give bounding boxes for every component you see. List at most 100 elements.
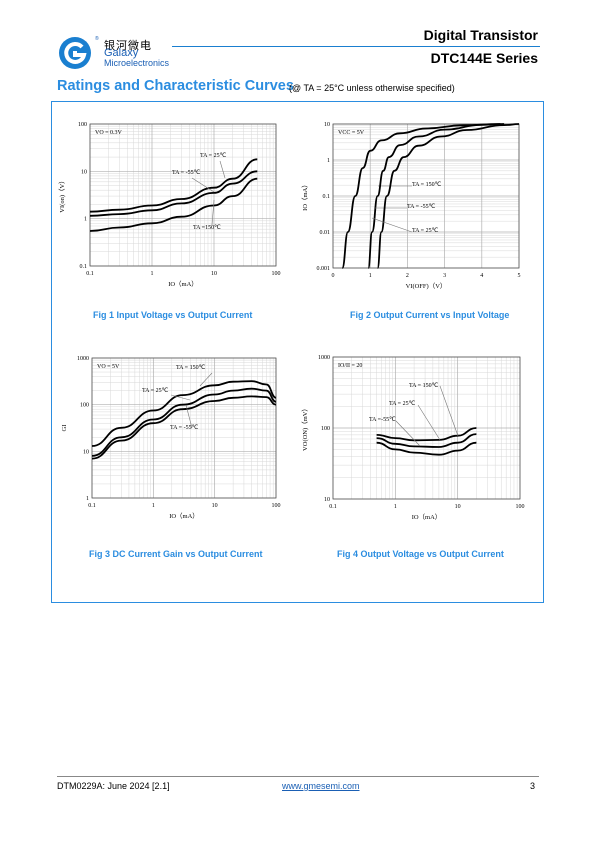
series-line xyxy=(89,170,258,217)
y-tick-label: 0.1 xyxy=(80,264,88,270)
series-label: TA = 150℃ xyxy=(176,365,206,371)
x-tick-label: 100 xyxy=(272,271,281,277)
x-tick-label: 10 xyxy=(212,503,218,509)
x-tick-label: 0.1 xyxy=(86,271,94,277)
x-tick-label: 1 xyxy=(152,503,155,509)
y-axis-label: VO(ON)（mV） xyxy=(301,405,309,451)
y-axis-label: VI(on)（V） xyxy=(58,177,66,212)
fig3-caption: Fig 3 DC Current Gain vs Output Current xyxy=(89,549,263,559)
x-axis-label: IO（mA） xyxy=(412,513,442,521)
curves-panel xyxy=(51,101,544,603)
series-label: TA = -55℃ xyxy=(407,204,436,210)
series-line xyxy=(91,380,277,447)
y-tick-label: 10 xyxy=(324,122,330,128)
registered-mark: ® xyxy=(95,36,99,42)
footer-rule xyxy=(57,776,539,777)
x-tick-label: 100 xyxy=(272,503,281,509)
x-tick-label: 10 xyxy=(455,504,461,510)
series-line xyxy=(91,387,277,457)
series-line xyxy=(376,123,520,269)
company-subtitle: Microelectronics xyxy=(104,58,170,68)
plot-frame xyxy=(332,123,520,269)
x-tick-label: 2 xyxy=(406,273,409,279)
y-tick-label: 10 xyxy=(324,497,330,503)
footer-page-number: 3 xyxy=(530,781,536,791)
condition-label: VO = 0.3V xyxy=(95,130,123,136)
y-tick-label: 0.1 xyxy=(323,194,331,200)
y-tick-label: 100 xyxy=(80,403,89,409)
y-tick-label: 1 xyxy=(86,496,89,502)
y-tick-label: 1000 xyxy=(77,356,89,362)
condition-label: IO/II = 20 xyxy=(338,363,362,369)
y-tick-label: 100 xyxy=(321,426,330,432)
x-tick-label: 100 xyxy=(516,504,525,510)
header-rule xyxy=(172,46,540,47)
series-leader-line xyxy=(170,394,191,401)
fig2-caption: Fig 2 Output Current vs Input Voltage xyxy=(350,310,510,320)
x-tick-label: 0.1 xyxy=(329,504,337,510)
condition-label: VO = 5V xyxy=(97,364,120,370)
series-line xyxy=(376,441,477,456)
series-line xyxy=(376,433,477,448)
x-axis-label: VI(OFF)（V） xyxy=(406,282,447,290)
company-name-en: Galaxy xyxy=(104,47,139,59)
series-line xyxy=(89,177,258,232)
y-tick-label: 1000 xyxy=(318,355,330,361)
x-tick-label: 4 xyxy=(480,273,483,279)
series-label: TA = 25℃ xyxy=(200,153,227,159)
plot-frame xyxy=(89,123,277,267)
series-leader-line xyxy=(371,217,413,233)
galaxy-logo-icon xyxy=(59,37,91,69)
y-tick-label: 1 xyxy=(84,217,87,223)
doc-series: DTC144E Series xyxy=(430,50,538,66)
series-label: TA = -55℃ xyxy=(172,170,201,176)
series-line xyxy=(89,158,258,213)
y-tick-label: 10 xyxy=(81,169,87,175)
fig4-chart: 0.1 1 10 100 10 100 1000 IO（mA） VO(ON)（mV） IO/II … xyxy=(301,355,525,521)
footer-doc-id: DTM0229A: June 2024 [2.1] xyxy=(57,781,170,791)
x-tick-label: 1 xyxy=(369,273,372,279)
series-label: TA = 150℃ xyxy=(412,182,442,188)
series-label: TA =150℃ xyxy=(193,225,221,231)
fig2-chart: 0 1 2 3 4 5 0.001 0.01 0.1 1 10 VI(OFF)（V） IO（mA） VCC… xyxy=(301,122,521,290)
series-line xyxy=(376,427,477,442)
series-label: TA = 25℃ xyxy=(389,401,416,407)
y-tick-label: 0.001 xyxy=(317,266,331,272)
x-tick-label: 1 xyxy=(394,504,397,510)
series-leader-line xyxy=(395,420,421,447)
series-leader-line xyxy=(199,372,213,387)
y-axis-label: IO（mA） xyxy=(301,181,309,211)
x-tick-label: 3 xyxy=(443,273,446,279)
series-label: TA = -55℃ xyxy=(170,425,199,431)
series-line xyxy=(341,123,501,269)
series-label: TA = 25℃ xyxy=(142,388,169,394)
fig4-caption: Fig 4 Output Voltage vs Output Current xyxy=(337,549,504,559)
series-leader-line xyxy=(417,404,441,441)
y-tick-label: 10 xyxy=(83,449,89,455)
series-label: TA =-55℃ xyxy=(369,417,396,423)
series-leader-line xyxy=(185,404,193,429)
y-tick-label: 0.01 xyxy=(320,230,331,236)
x-tick-label: 1 xyxy=(151,271,154,277)
x-tick-label: 10 xyxy=(211,271,217,277)
series-label: TA = 25℃ xyxy=(412,228,439,234)
section-condition: (@ TA = 25°C unless otherwise specified) xyxy=(289,83,455,93)
x-axis-label: IO（mA） xyxy=(169,512,199,520)
series-leader-line xyxy=(219,160,226,179)
series-leader-line xyxy=(191,177,215,193)
x-tick-label: 0 xyxy=(332,273,335,279)
series-line xyxy=(91,395,277,460)
fig1-chart: 0.1 1 10 100 0.1 1 10 100 IO（mA） VI(on)（V） VO = 0.… xyxy=(58,122,281,288)
condition-label: VCC = 5V xyxy=(338,130,365,136)
footer-website-link[interactable]: www.gmesemi.com xyxy=(282,781,360,791)
x-tick-label: 5 xyxy=(518,273,521,279)
series-leader-line xyxy=(439,385,459,437)
doc-title: Digital Transistor xyxy=(423,27,538,43)
series-label: TA = 150℃ xyxy=(409,383,439,389)
plot-frame xyxy=(91,357,277,499)
x-axis-label: IO（mA） xyxy=(168,280,198,288)
section-title: Ratings and Characteristic Curves xyxy=(57,78,294,94)
series-line xyxy=(367,123,505,269)
x-tick-label: 0.1 xyxy=(88,503,96,509)
